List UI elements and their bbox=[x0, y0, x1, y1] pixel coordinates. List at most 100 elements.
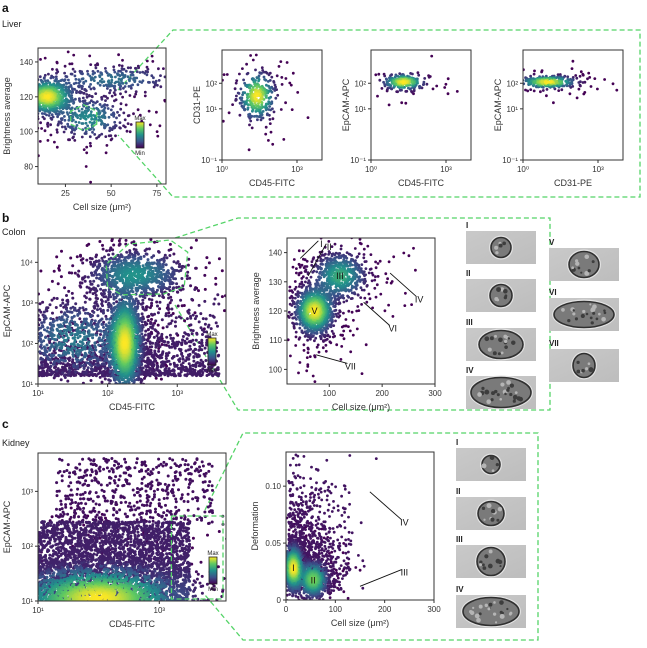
data-point bbox=[125, 104, 128, 107]
data-point bbox=[615, 89, 618, 92]
data-point bbox=[90, 367, 93, 370]
data-point bbox=[101, 257, 104, 260]
data-point bbox=[107, 74, 110, 77]
data-point bbox=[179, 357, 182, 360]
data-point bbox=[161, 340, 164, 343]
data-point bbox=[35, 97, 38, 100]
data-point bbox=[178, 265, 181, 268]
data-point bbox=[199, 374, 202, 377]
data-point bbox=[170, 267, 173, 270]
data-point bbox=[54, 342, 57, 345]
data-point bbox=[104, 135, 107, 138]
x-tick-label: 10³ bbox=[440, 165, 452, 174]
data-point bbox=[117, 261, 120, 264]
data-point bbox=[76, 364, 79, 367]
data-point bbox=[256, 95, 259, 98]
data-point bbox=[418, 85, 421, 88]
data-point bbox=[168, 254, 171, 257]
data-point bbox=[282, 138, 285, 141]
data-point bbox=[127, 114, 130, 117]
data-point bbox=[118, 78, 121, 81]
data-point bbox=[79, 255, 82, 258]
x-axis-label: CD31-PE bbox=[554, 178, 592, 188]
data-point bbox=[123, 296, 126, 299]
data-point bbox=[157, 324, 160, 327]
data-point bbox=[87, 332, 90, 335]
data-point bbox=[381, 87, 384, 90]
data-point bbox=[142, 79, 145, 82]
data-point bbox=[92, 274, 95, 277]
data-point bbox=[65, 82, 68, 85]
data-point bbox=[169, 334, 172, 337]
data-point bbox=[376, 95, 379, 98]
data-point bbox=[269, 118, 272, 121]
data-point bbox=[56, 319, 59, 322]
data-point bbox=[207, 324, 210, 327]
data-point bbox=[101, 244, 104, 247]
data-point bbox=[57, 360, 60, 363]
data-point bbox=[195, 239, 198, 242]
data-point bbox=[151, 60, 154, 63]
data-point bbox=[235, 98, 238, 101]
data-point bbox=[175, 282, 178, 285]
data-point bbox=[76, 124, 79, 127]
data-point bbox=[117, 53, 120, 56]
data-point bbox=[388, 83, 391, 86]
data-point bbox=[228, 111, 231, 114]
data-point bbox=[127, 257, 130, 260]
data-point bbox=[214, 298, 217, 301]
data-point bbox=[180, 277, 183, 280]
data-point bbox=[96, 305, 99, 308]
data-point bbox=[368, 72, 371, 75]
data-point bbox=[80, 364, 83, 367]
data-point bbox=[74, 333, 77, 336]
y-tick-label: 10² bbox=[506, 79, 518, 88]
data-point bbox=[265, 103, 268, 106]
data-point bbox=[119, 121, 122, 124]
data-point bbox=[131, 71, 134, 74]
data-point bbox=[70, 131, 73, 134]
data-point bbox=[71, 346, 74, 349]
data-point bbox=[69, 333, 72, 336]
data-point bbox=[121, 96, 124, 99]
data-point bbox=[196, 355, 199, 358]
data-point bbox=[101, 323, 104, 326]
data-point bbox=[183, 319, 186, 322]
data-point bbox=[81, 306, 84, 309]
y-tick-label: 10¹ bbox=[506, 105, 518, 114]
data-point bbox=[171, 340, 174, 343]
data-point bbox=[164, 372, 167, 375]
data-point bbox=[165, 355, 168, 358]
data-point bbox=[52, 354, 55, 357]
y-tick-label: 10⁻¹ bbox=[201, 156, 217, 165]
x-tick-label: 10³ bbox=[592, 165, 604, 174]
data-point bbox=[81, 136, 84, 139]
data-point bbox=[577, 81, 580, 84]
data-point bbox=[181, 338, 184, 341]
data-point bbox=[173, 362, 176, 365]
data-point bbox=[135, 90, 138, 93]
data-point bbox=[81, 72, 84, 75]
data-point bbox=[86, 103, 89, 106]
data-point bbox=[60, 250, 63, 253]
data-point bbox=[97, 284, 100, 287]
data-point bbox=[138, 80, 141, 83]
data-point bbox=[265, 126, 268, 129]
data-point bbox=[263, 76, 266, 79]
data-point bbox=[112, 115, 115, 118]
data-point bbox=[107, 79, 110, 82]
data-point bbox=[221, 295, 224, 298]
data-point bbox=[35, 89, 38, 92]
data-point bbox=[150, 302, 153, 305]
data-point bbox=[92, 352, 95, 355]
data-point bbox=[432, 88, 435, 91]
data-point bbox=[61, 325, 64, 328]
data-point bbox=[165, 336, 168, 339]
data-point bbox=[39, 270, 42, 273]
data-point bbox=[234, 87, 237, 90]
data-point bbox=[278, 65, 281, 68]
data-point bbox=[133, 95, 136, 98]
data-point bbox=[47, 73, 50, 76]
x-tick-label: 50 bbox=[107, 189, 116, 198]
data-point bbox=[121, 59, 124, 62]
